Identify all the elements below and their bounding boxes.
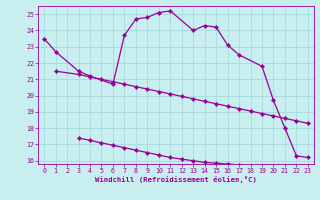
X-axis label: Windchill (Refroidissement éolien,°C): Windchill (Refroidissement éolien,°C) xyxy=(95,176,257,183)
